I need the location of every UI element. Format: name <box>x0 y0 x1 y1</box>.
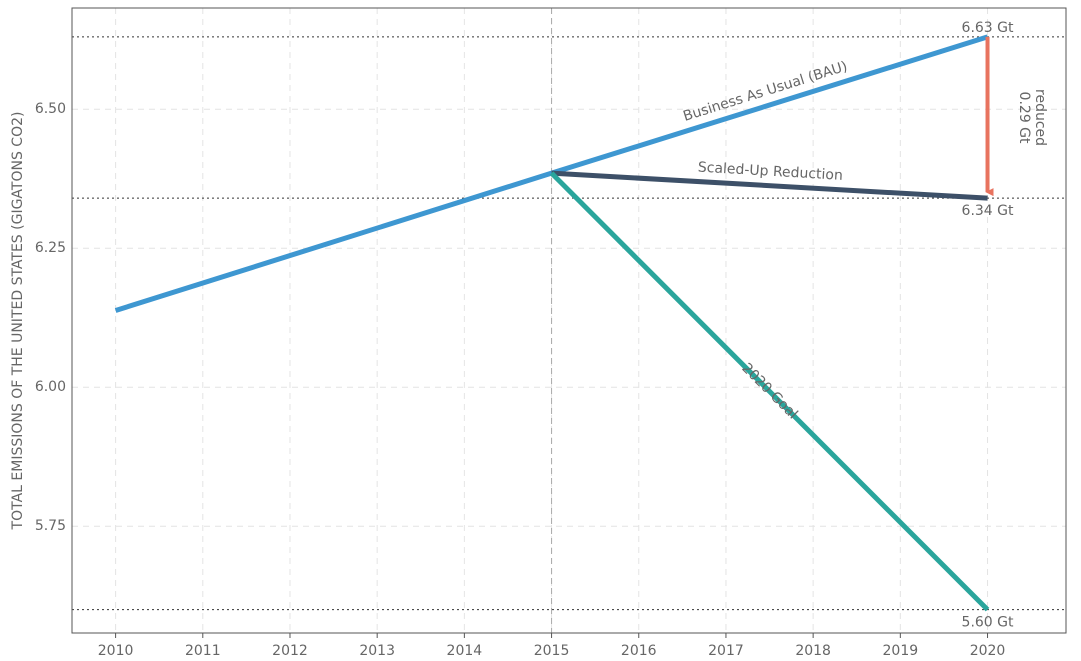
reference-label: 6.34 Gt <box>962 203 1014 219</box>
reference-label: 5.60 Gt <box>962 615 1014 631</box>
y-tick-label: 6.50 <box>35 101 66 117</box>
series-label: Scaled-Up Reduction <box>697 160 843 184</box>
x-tick-label: 2017 <box>708 643 744 659</box>
y-axis-label: TOTAL EMISSIONS OF THE UNITED STATES (GI… <box>10 112 26 531</box>
annotation-text: reduced <box>1032 89 1048 146</box>
y-tick-label: 5.75 <box>35 518 66 534</box>
annotation-text: 0.29 Gt <box>1016 92 1032 144</box>
x-tick-label: 2012 <box>272 643 308 659</box>
series-label: 2020 Goal <box>738 360 800 422</box>
x-tick-label: 2016 <box>621 643 657 659</box>
x-tick-label: 2018 <box>795 643 831 659</box>
series-label-group: Business As Usual (BAU) <box>681 59 849 125</box>
x-tick-label: 2020 <box>970 643 1006 659</box>
series-label-group: 2020 Goal <box>738 360 800 422</box>
x-tick-label: 2015 <box>534 643 570 659</box>
plot-frame <box>71 7 1067 634</box>
series-line <box>551 170 988 201</box>
x-tick-label: 2019 <box>883 643 919 659</box>
x-tick-label: 2013 <box>359 643 395 659</box>
x-tick-label: 2014 <box>447 643 483 659</box>
series-label-group: Scaled-Up Reduction <box>697 160 843 184</box>
series-line <box>549 171 990 612</box>
x-tick-label: 2010 <box>98 643 134 659</box>
y-tick-label: 6.00 <box>35 379 66 395</box>
reference-label: 6.63 Gt <box>962 20 1014 36</box>
x-tick-label: 2011 <box>185 643 221 659</box>
series-label: Business As Usual (BAU) <box>681 59 849 125</box>
y-tick-label: 6.25 <box>35 240 66 256</box>
